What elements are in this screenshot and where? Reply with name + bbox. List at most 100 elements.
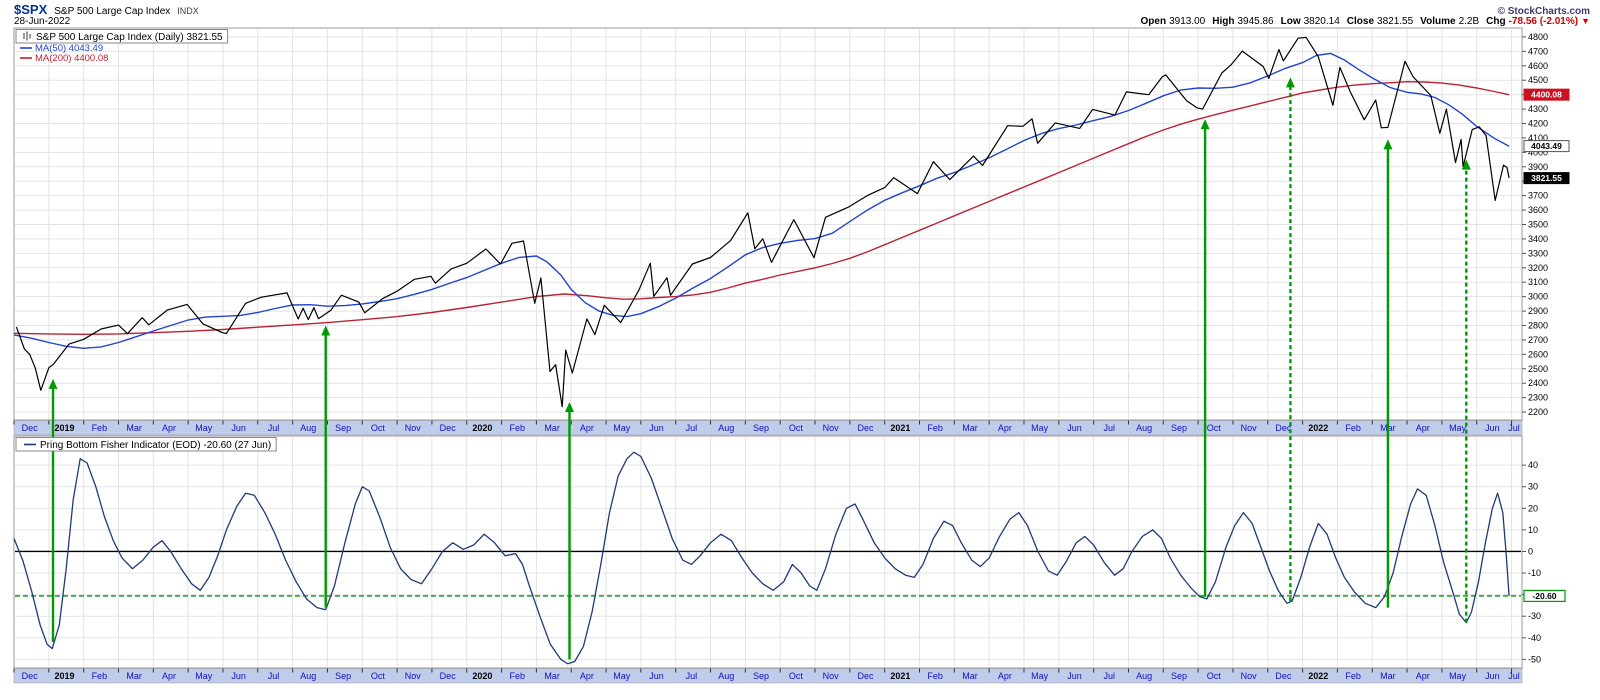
month-label: Jun xyxy=(1067,671,1082,681)
month-label: Aug xyxy=(1136,423,1152,433)
month-label: Dec xyxy=(1275,423,1292,433)
price-ytick-label: 2400 xyxy=(1528,378,1548,388)
x-axis-strip-upper xyxy=(13,420,1523,436)
month-label: Sep xyxy=(753,671,769,681)
month-label: Nov xyxy=(1241,423,1258,433)
month-label: Dec xyxy=(440,671,457,681)
month-label: Apr xyxy=(580,423,594,433)
month-label: Sep xyxy=(753,423,769,433)
indicator-ytick-label: -50 xyxy=(1528,654,1541,664)
month-label: Jun xyxy=(649,671,664,681)
year-label: 2022 xyxy=(1308,671,1328,681)
price-ytick-label: 3500 xyxy=(1528,220,1548,230)
indicator-ytick-label: 10 xyxy=(1528,525,1538,535)
month-label: Jun xyxy=(231,671,246,681)
price-ytick-label: 3600 xyxy=(1528,205,1548,215)
buy-signal-arrow xyxy=(321,325,331,608)
month-label: Nov xyxy=(1241,671,1258,681)
month-label: Jul xyxy=(1508,671,1520,681)
month-label: Jul xyxy=(268,671,280,681)
price-ytick-label: 2700 xyxy=(1528,335,1548,345)
price-ytick-label: 4700 xyxy=(1528,46,1548,56)
month-label: Feb xyxy=(1345,423,1361,433)
legend-box xyxy=(15,437,277,452)
year-label: 2021 xyxy=(890,671,910,681)
arrow-head-icon xyxy=(48,378,58,389)
ma50-line xyxy=(13,52,1510,350)
quote-high-value: 3945.86 xyxy=(1237,16,1274,27)
ma50-legend-label: MA(50) 4043.49 xyxy=(35,43,103,54)
quote-low-label: Low xyxy=(1280,16,1301,27)
month-label: Jul xyxy=(686,671,698,681)
month-label: Dec xyxy=(858,671,875,681)
month-label: Feb xyxy=(927,671,943,681)
month-label: Dec xyxy=(22,423,39,433)
month-label: Jul xyxy=(1104,423,1116,433)
ma200-legend-label: MA(200) 4400.08 xyxy=(35,53,108,64)
month-label: Aug xyxy=(718,671,734,681)
price-ytick-label: 3400 xyxy=(1528,234,1548,244)
year-label: 2019 xyxy=(54,423,74,433)
month-label: May xyxy=(613,423,631,433)
month-label: Aug xyxy=(718,423,734,433)
quote-low-value: 3820.14 xyxy=(1303,16,1340,27)
month-label: Sep xyxy=(335,423,351,433)
month-label: Sep xyxy=(335,671,351,681)
legend-ma200: MA(200) 4400.08 xyxy=(20,53,108,64)
legend-price: S&P 500 Large Cap Index (Daily) 3821.55 xyxy=(15,29,229,44)
price-ytick-label: 3200 xyxy=(1528,263,1548,273)
month-label: Feb xyxy=(1345,671,1361,681)
indicator-line xyxy=(13,451,1510,665)
arrow-head-icon xyxy=(1285,77,1295,88)
month-label: Mar xyxy=(962,423,978,433)
month-label: Aug xyxy=(1136,671,1152,681)
month-label: Feb xyxy=(92,671,108,681)
last-value-box xyxy=(1523,88,1570,101)
month-label: Apr xyxy=(162,423,176,433)
month-label: May xyxy=(195,423,213,433)
month-label: Apr xyxy=(1416,671,1430,681)
price-series-line xyxy=(15,36,1510,408)
price-ytick-label: 3700 xyxy=(1528,191,1548,201)
buy-signal-arrow xyxy=(1200,119,1210,597)
month-label: Apr xyxy=(998,423,1012,433)
month-label: Jun xyxy=(1067,423,1082,433)
arrow-head-icon xyxy=(564,401,574,412)
month-label: Feb xyxy=(92,423,108,433)
price-ytick-label: 2600 xyxy=(1528,349,1548,359)
month-label: Oct xyxy=(371,423,386,433)
indicator-ytick-label: -10 xyxy=(1528,568,1541,578)
indicator-ytick-label: -30 xyxy=(1528,611,1541,621)
indicator-ytick-label: 0 xyxy=(1528,546,1533,556)
month-label: Oct xyxy=(371,671,386,681)
month-label: Nov xyxy=(405,423,422,433)
month-label: Feb xyxy=(509,423,525,433)
price-ytick-label: 3000 xyxy=(1528,292,1548,302)
month-label: Mar xyxy=(126,423,142,433)
month-label: Sep xyxy=(1171,671,1187,681)
month-label: Jul xyxy=(268,423,280,433)
month-label: Jun xyxy=(1485,671,1500,681)
price-legend-label: S&P 500 Large Cap Index (Daily) 3821.55 xyxy=(36,32,223,43)
year-label: 2019 xyxy=(54,671,74,681)
buy-signal-arrow xyxy=(564,401,574,660)
month-label: Apr xyxy=(162,671,176,681)
month-label: Apr xyxy=(580,671,594,681)
month-label: Aug xyxy=(300,671,316,681)
exchange-label: INDX xyxy=(177,6,199,16)
price-ytick-label: 3100 xyxy=(1528,277,1548,287)
month-label: Nov xyxy=(823,671,840,681)
year-label: 2022 xyxy=(1308,423,1328,433)
quote-chg-label: Chg xyxy=(1486,16,1506,27)
indicator-ytick-label: 20 xyxy=(1528,503,1538,513)
price-ytick-label: 4000 xyxy=(1528,147,1548,157)
ticker-symbol: $SPX xyxy=(14,2,48,17)
buy-signal-arrow xyxy=(1461,159,1471,623)
month-label: May xyxy=(613,671,631,681)
month-label: Jul xyxy=(686,423,698,433)
year-label: 2020 xyxy=(472,671,492,681)
quote-volume-label: Volume xyxy=(1420,16,1456,27)
month-label: May xyxy=(1031,423,1049,433)
